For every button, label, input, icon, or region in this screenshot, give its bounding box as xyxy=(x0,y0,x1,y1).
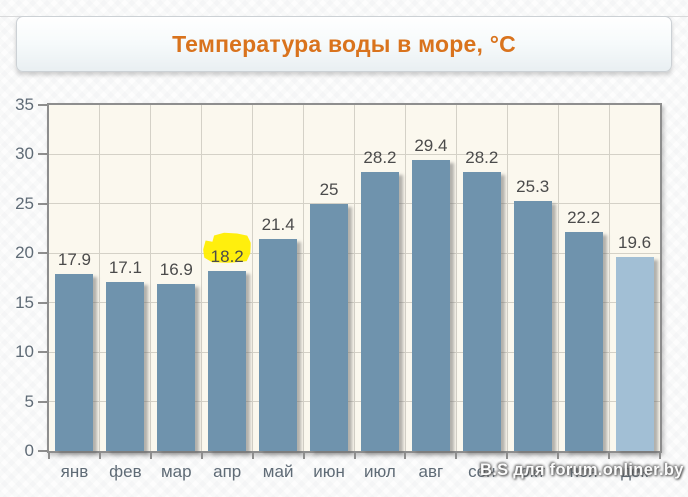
bar xyxy=(564,231,603,451)
gridline-vertical xyxy=(506,105,508,451)
gridline-vertical xyxy=(557,105,559,451)
bar-value-label: 17.9 xyxy=(57,250,92,270)
y-tick-label: 20 xyxy=(15,243,34,263)
x-tick xyxy=(200,451,203,459)
bar xyxy=(615,257,654,451)
chart-title: Температура воды в море, °C xyxy=(172,30,516,57)
y-tick xyxy=(38,153,47,156)
x-tick xyxy=(353,451,356,459)
y-tick-label: 15 xyxy=(15,292,34,312)
bar-value-label: 18.2 xyxy=(210,247,244,267)
y-tick-label: 5 xyxy=(24,391,34,411)
y-tick-label: 0 xyxy=(24,441,34,460)
x-tick xyxy=(302,451,305,459)
bar xyxy=(55,274,94,451)
bar-value-label: 19.6 xyxy=(617,233,652,253)
chart-title-panel: Температура воды в море, °C xyxy=(16,16,672,72)
bar-value-label: 28.2 xyxy=(465,148,499,168)
x-axis-label: фев xyxy=(109,462,142,481)
y-tick xyxy=(38,400,47,403)
bar xyxy=(513,200,552,451)
x-axis-label: май xyxy=(262,462,294,481)
x-axis-label: дек xyxy=(621,462,648,481)
bar-value-label: 22.2 xyxy=(567,207,601,227)
bar-value-label: 16.9 xyxy=(159,259,193,279)
gridline-vertical xyxy=(354,105,355,451)
x-axis-label: июн xyxy=(313,462,345,481)
y-tick-label: 30 xyxy=(15,144,34,164)
x-tick xyxy=(557,451,560,459)
gridline-vertical xyxy=(252,105,254,451)
x-axis-label: авг xyxy=(418,462,444,481)
gridline-vertical xyxy=(99,105,101,451)
bar xyxy=(411,160,450,451)
x-axis-label: июл xyxy=(364,462,396,481)
bar-value-label: 28.2 xyxy=(363,148,397,168)
gridline-vertical xyxy=(201,105,203,451)
bar-value-label: 17.1 xyxy=(108,257,142,277)
x-axis: янв фев мар апр май июн июл авг сен окт ноя дек xyxy=(48,451,661,491)
y-tick xyxy=(38,202,47,205)
gridline-vertical xyxy=(150,105,152,451)
y-tick xyxy=(38,252,47,255)
y-tick-label: 25 xyxy=(15,193,34,213)
bar xyxy=(310,203,349,451)
gridline-vertical xyxy=(303,105,305,451)
y-tick xyxy=(38,104,47,106)
y-axis: 0 5 10 15 20 25 30 35 xyxy=(0,95,49,460)
x-tick xyxy=(149,451,152,459)
y-tick xyxy=(38,351,47,354)
x-tick xyxy=(48,451,50,459)
x-tick xyxy=(455,451,458,459)
bar-value-label: 25 xyxy=(319,179,339,199)
x-tick xyxy=(251,451,254,459)
bar xyxy=(259,239,298,451)
x-tick xyxy=(608,451,611,459)
bar-value-label: 21.4 xyxy=(261,215,295,235)
watermark: B.S для forum.onliner.by xyxy=(480,461,684,479)
gridline-vertical xyxy=(608,105,610,451)
bar-value-label: 25.3 xyxy=(516,176,550,196)
x-tick xyxy=(98,451,101,459)
y-tick xyxy=(38,301,47,304)
y-tick-label: 35 xyxy=(15,95,34,114)
x-axis-label: окт xyxy=(520,462,546,481)
gridline-vertical xyxy=(404,105,406,451)
gridline-vertical xyxy=(455,105,457,451)
bar xyxy=(106,281,145,451)
x-tick xyxy=(659,451,661,459)
x-axis-label: апр xyxy=(213,462,242,481)
x-tick xyxy=(506,451,509,459)
bar xyxy=(462,172,501,451)
plot-area: 17.9 17.1 16.9 18.2 21.4 25 28.2 29.4 28.2 25.3 22… xyxy=(47,103,662,453)
bar-value-label: 29.4 xyxy=(414,136,448,156)
y-tick xyxy=(38,450,47,452)
bar xyxy=(360,172,399,451)
x-tick xyxy=(404,451,407,459)
x-axis-label: сен xyxy=(468,462,496,481)
bar xyxy=(157,283,196,451)
x-axis-label: ноя xyxy=(569,462,598,481)
x-axis-label: янв xyxy=(60,462,89,481)
x-axis-label: мар xyxy=(160,462,192,481)
bar xyxy=(208,271,247,451)
y-tick-label: 10 xyxy=(15,342,34,362)
